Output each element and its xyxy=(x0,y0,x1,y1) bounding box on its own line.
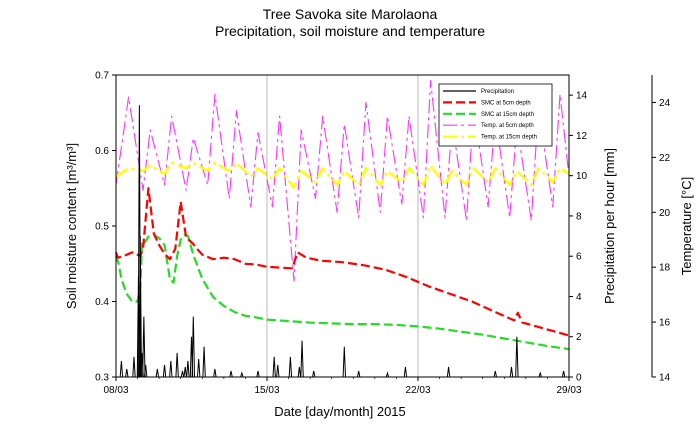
x-axis-label: Date [day/month] 2015 xyxy=(274,404,406,419)
precipitation-spike xyxy=(272,356,276,378)
y-precip-tick-label: 12 xyxy=(576,131,588,142)
precipitation-spike xyxy=(119,360,124,378)
precipitation-spike xyxy=(561,370,566,378)
smc-at-15cm-depth-line xyxy=(114,234,570,351)
precipitation-spike xyxy=(138,236,142,378)
precipitation-spike xyxy=(162,364,167,378)
smc-at-5cm-depth-line xyxy=(114,187,570,337)
precipitation-spike xyxy=(143,364,148,378)
precipitation-spike xyxy=(191,316,195,378)
y-axis-temperature-label: Temperature [°C] xyxy=(679,177,694,275)
y-left-tick-label: 0.4 xyxy=(95,297,109,308)
y-temp-tick-label: 18 xyxy=(659,263,671,274)
precipitation-spike xyxy=(240,371,244,378)
precipitation-spike xyxy=(342,346,346,378)
y-temp-tick-label: 14 xyxy=(659,373,671,384)
legend-label-smc-at-15cm-depth: SMC at 15cm depth xyxy=(481,112,534,118)
y-precip-tick-label: 14 xyxy=(576,91,588,102)
y-precip-tick-label: 4 xyxy=(576,292,582,303)
precipitation-spike xyxy=(229,370,233,378)
y-temp-tick-label: 22 xyxy=(659,153,671,164)
precipitation-spike xyxy=(132,356,136,378)
legend: Precipitation SMC at 5cm depth SMC at 15cm… xyxy=(438,83,553,147)
y-temp-tick-label: 20 xyxy=(659,208,671,219)
y-precip-tick-label: 10 xyxy=(576,171,588,182)
y-precip-tick-label: 8 xyxy=(576,211,582,222)
x-tick-label: 29/03 xyxy=(556,385,581,396)
precipitation-spike xyxy=(213,368,217,378)
precipitation-spike xyxy=(196,358,201,378)
chart-title: Tree Savoka site Marolaona xyxy=(263,6,438,22)
precipitation-series xyxy=(119,105,566,378)
precipitation-spike xyxy=(312,370,316,378)
precipitation-spike xyxy=(538,371,542,378)
y-precip-tick-label: 2 xyxy=(576,332,582,343)
precipitation-spike xyxy=(288,356,293,378)
temp-at-15cm-depth-line xyxy=(115,161,570,189)
legend-label-temp-at-5cm-depth: Temp. at 5cm depth xyxy=(481,123,534,129)
y-temp-tick-label: 16 xyxy=(659,318,671,329)
legend-label-temp-at-15cm-depth: Temp. at 15cm depth xyxy=(481,135,537,141)
precipitation-spike xyxy=(356,370,361,378)
precipitation-spike xyxy=(186,360,190,378)
y-left-tick-label: 0.7 xyxy=(95,71,109,82)
x-tick-label: 15/03 xyxy=(254,385,279,396)
precipitation-spike xyxy=(385,371,390,378)
precipitation-spike xyxy=(300,340,304,378)
y-precip-tick-label: 0 xyxy=(576,373,582,384)
precipitation-spike xyxy=(180,370,185,378)
precipitation-spike xyxy=(493,370,497,378)
precipitation-spike xyxy=(515,336,519,378)
axes: 08/03 15/03 22/03 29/030.30.40.50.60.702468… xyxy=(95,71,670,397)
legend-label-precipitation: Precipitation xyxy=(481,89,514,95)
legend-label-smc-at-5cm-depth: SMC at 5cm depth xyxy=(481,100,531,106)
legend-box xyxy=(438,83,553,147)
precipitation-spike xyxy=(183,366,187,378)
y-temp-tick-label: 24 xyxy=(659,98,671,109)
precipitation-spike xyxy=(202,346,206,378)
precipitation-spike xyxy=(509,366,514,378)
precipitation-spike xyxy=(256,370,260,378)
precipitation-spike xyxy=(169,360,173,378)
y-left-tick-label: 0.6 xyxy=(95,146,109,157)
y-left-tick-label: 0.5 xyxy=(95,222,109,233)
precipitation-spike xyxy=(155,368,160,378)
precipitation-spike xyxy=(142,316,146,378)
x-tick-label: 22/03 xyxy=(405,385,430,396)
precipitation-spike xyxy=(297,366,302,378)
precipitation-spike xyxy=(446,366,451,378)
y-axis-precipitation-label: Precipitation per hour [mm] xyxy=(602,148,617,304)
precipitation-spike xyxy=(175,352,179,378)
precipitation-spike xyxy=(125,368,129,378)
y-axis-left-label: Soil moisture content [m³/m³] xyxy=(64,143,79,309)
legend-items: Precipitation SMC at 5cm depth SMC at 15cm… xyxy=(443,89,537,141)
y-precip-tick-label: 6 xyxy=(576,252,582,263)
precipitation-spike xyxy=(276,364,280,378)
precipitation-spike xyxy=(403,366,408,378)
chart-subtitle: Precipitation, soil moisture and tempera… xyxy=(215,23,485,39)
x-tick-label: 08/03 xyxy=(103,385,128,396)
y-left-tick-label: 0.3 xyxy=(95,373,109,384)
